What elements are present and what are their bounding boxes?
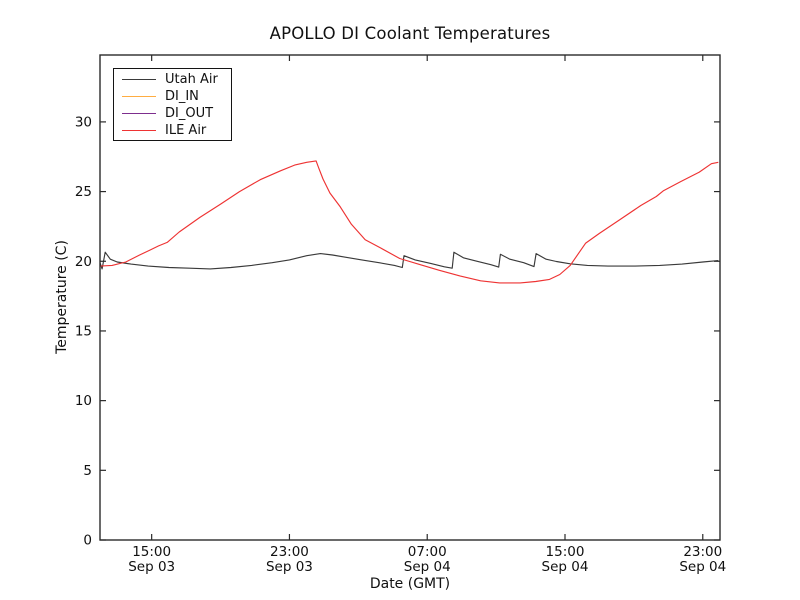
x-tick-label-time: 23:00 [270, 544, 309, 560]
y-tick-label: 15 [75, 323, 92, 339]
x-tick-label-date: Sep 04 [679, 559, 726, 575]
legend-line-swatch [122, 113, 156, 114]
legend-item-label: DI_IN [165, 89, 199, 104]
x-tick-label-time: 07:00 [408, 544, 447, 560]
y-ticks: 0 5 10 15 20 25 30 [75, 114, 720, 549]
legend-line-swatch [122, 130, 156, 131]
legend-item-label: DI_OUT [165, 106, 214, 121]
x-tick-label-date: Sep 03 [128, 559, 175, 575]
x-axis-label: Date (GMT) [369, 576, 451, 592]
y-tick-label: 30 [75, 114, 92, 130]
legend: Utah Air DI_IN DI_OUT ILE Air [113, 68, 232, 141]
series-line-utah-air [99, 251, 719, 270]
legend-item-ile-air: ILE Air [114, 122, 231, 139]
y-tick-label: 20 [75, 254, 92, 270]
y-tick-label: 5 [83, 463, 92, 479]
x-tick-label-date: Sep 04 [542, 559, 589, 575]
y-tick-label: 25 [75, 184, 92, 200]
x-tick-label-time: 15:00 [546, 544, 585, 560]
series-lines [99, 160, 719, 284]
x-tick-label-time: 15:00 [132, 544, 171, 560]
legend-item-di-in: DI_IN [114, 88, 231, 105]
x-tick-label-date: Sep 04 [404, 559, 451, 575]
x-tick-label-time: 23:00 [683, 544, 722, 560]
chart-title: APOLLO DI Coolant Temperatures [269, 24, 551, 43]
legend-line-swatch [122, 96, 156, 97]
series-line-ile-air [99, 160, 719, 284]
legend-item-di-out: DI_OUT [114, 105, 231, 122]
x-tick-label-date: Sep 03 [266, 559, 313, 575]
legend-item-label: ILE Air [165, 123, 207, 138]
y-tick-label: 10 [75, 393, 92, 409]
legend-item-utah-air: Utah Air [114, 71, 231, 88]
y-tick-label: 0 [83, 533, 92, 549]
axes-frame [99, 54, 721, 541]
legend-item-label: Utah Air [165, 72, 218, 87]
legend-line-swatch [122, 79, 156, 80]
